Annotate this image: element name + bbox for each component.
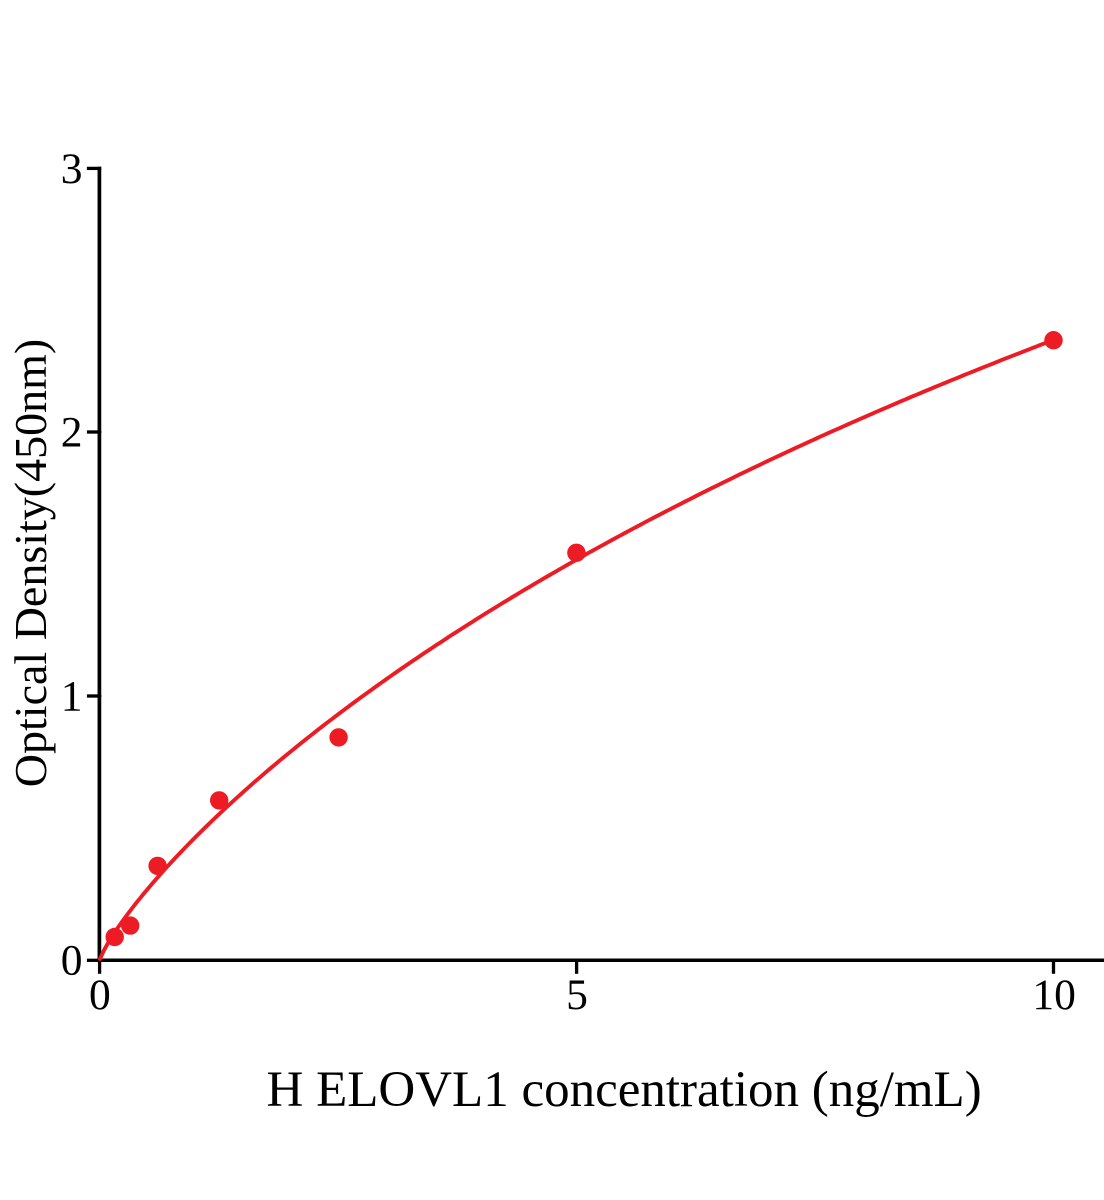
svg-text:3: 3 bbox=[61, 145, 83, 193]
svg-text:5: 5 bbox=[566, 971, 588, 1019]
svg-text:1: 1 bbox=[61, 672, 83, 720]
svg-text:H ELOVL1 concentration (ng/mL): H ELOVL1 concentration (ng/mL) bbox=[267, 1062, 982, 1118]
svg-text:0: 0 bbox=[61, 937, 83, 985]
svg-text:10: 10 bbox=[1032, 971, 1076, 1019]
svg-text:0: 0 bbox=[89, 971, 111, 1019]
svg-text:2: 2 bbox=[61, 408, 83, 456]
svg-text:Optical Density(450nm): Optical Density(450nm) bbox=[5, 339, 56, 787]
